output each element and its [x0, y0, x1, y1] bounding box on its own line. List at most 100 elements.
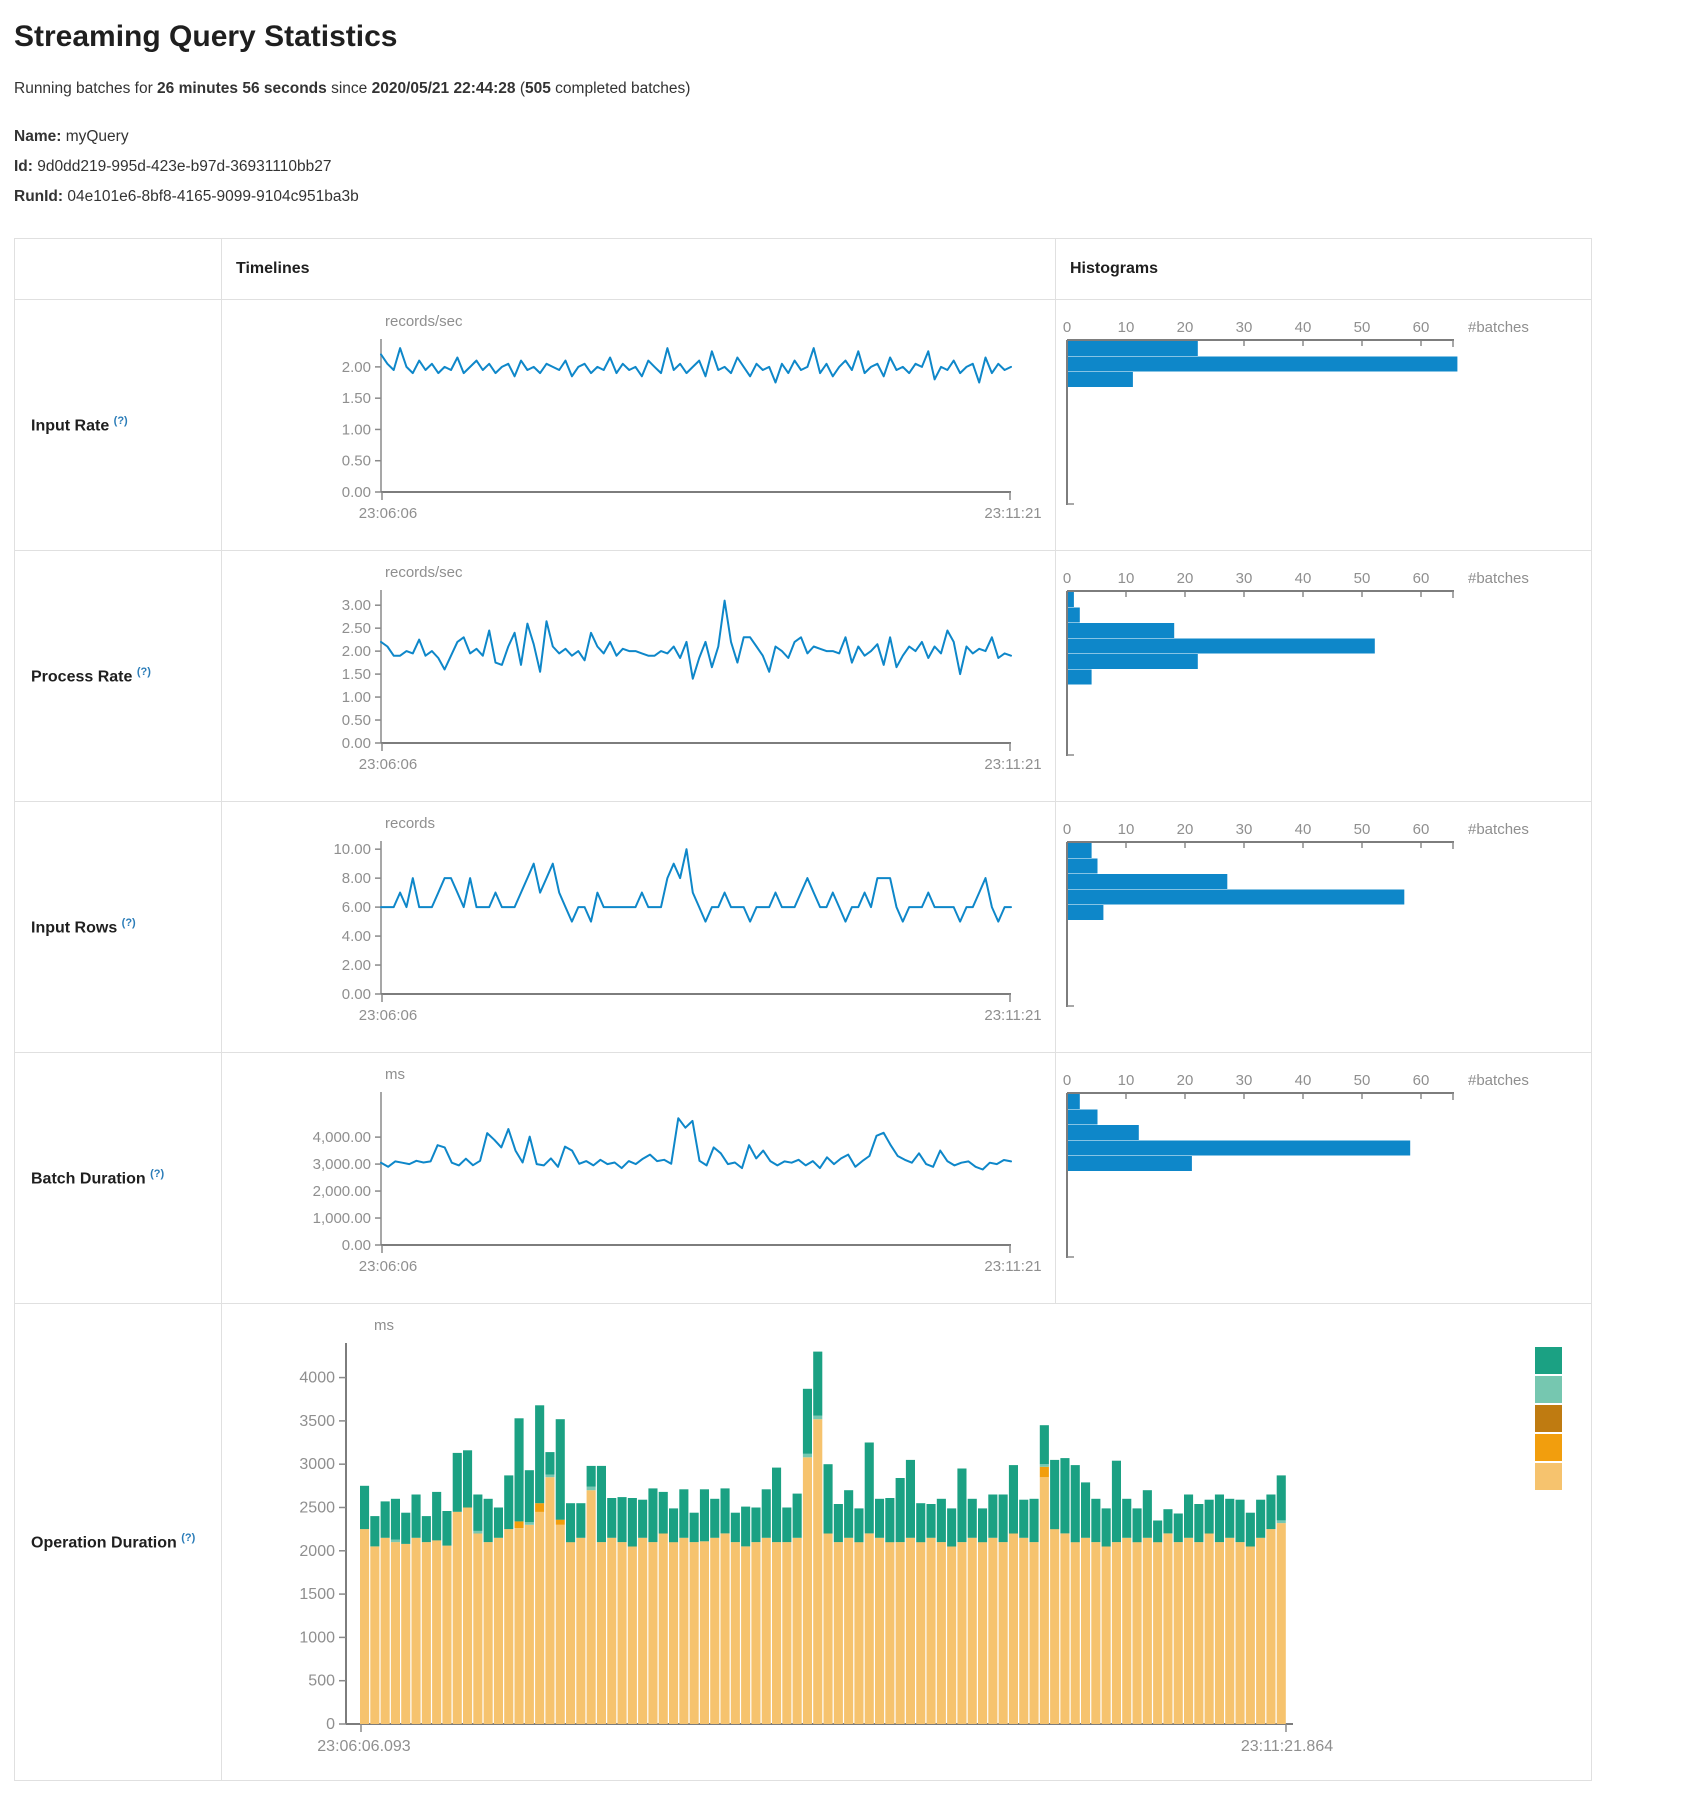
svg-text:ms: ms: [374, 1317, 394, 1334]
query-id-label: Id:: [14, 158, 33, 175]
input-rows-help-icon[interactable]: (?): [121, 916, 136, 929]
svg-text:40: 40: [1295, 319, 1312, 336]
svg-text:0: 0: [1063, 570, 1071, 587]
svg-text:0: 0: [1063, 1072, 1071, 1089]
svg-text:#batches: #batches: [1468, 319, 1529, 336]
svg-text:4,000.00: 4,000.00: [313, 1129, 371, 1146]
svg-text:20: 20: [1177, 821, 1194, 838]
svg-text:0: 0: [1063, 319, 1071, 336]
svg-text:0.50: 0.50: [342, 712, 371, 729]
row-input-rows: Input Rows (?) records 10.00 8.00 6.00 4.00 2…: [14, 801, 1592, 1053]
input-rate-timeline-chart: records/sec 2.00 1.50 1.00 0.50 0.00 23:06:06 2…: [222, 300, 1055, 550]
row-input-rate: Input Rate (?) records/sec 2.00 1.50 1.00 0.…: [14, 299, 1592, 551]
svg-text:2.00: 2.00: [342, 643, 371, 660]
svg-text:23:11:21: 23:11:21: [984, 505, 1041, 522]
summary-paren: (: [515, 80, 525, 97]
timeline-svg: records/sec 3.00 2.50 2.00 1.50 1.00 0.50 0.00 2…: [342, 564, 1042, 773]
timeline-svg: records 10.00 8.00 6.00 4.00 2.00 0.00 23:06:06…: [333, 815, 1041, 1024]
histogram-svg: 0 10 20 30 40 50 60 #batches: [1063, 570, 1529, 756]
svg-text:0.00: 0.00: [342, 735, 371, 752]
svg-text:2500: 2500: [299, 1499, 335, 1516]
input-rate-label-cell: Input Rate (?): [14, 299, 222, 551]
svg-text:30: 30: [1236, 570, 1253, 587]
input-rate-histogram-cell: 0 10 20 30 40 50 60 #batches: [1055, 299, 1592, 551]
svg-text:0: 0: [326, 1716, 335, 1733]
process-rate-label-cell: Process Rate (?): [14, 550, 222, 802]
svg-text:2.00: 2.00: [342, 957, 371, 974]
timeline-svg: ms 4,000.00 3,000.00 2,000.00 1,000.00 0.00 23…: [313, 1066, 1042, 1275]
operation-duration-help-icon[interactable]: (?): [181, 1531, 196, 1544]
batch-duration-histogram-cell: 0 10 20 30 40 50 60 #batches: [1055, 1052, 1592, 1304]
process-rate-histogram-cell: 0 10 20 30 40 50 60 #batches: [1055, 550, 1592, 802]
svg-text:4.00: 4.00: [342, 928, 371, 945]
svg-text:0.00: 0.00: [342, 484, 371, 501]
row-operation-duration: Operation Duration (?) ms 4000 3500 3000 250…: [14, 1303, 1592, 1781]
svg-text:23:06:06: 23:06:06: [359, 1007, 417, 1024]
svg-text:#batches: #batches: [1468, 1072, 1529, 1089]
running-duration: 26 minutes 56 seconds: [157, 80, 327, 97]
svg-text:1000: 1000: [299, 1629, 335, 1646]
statistics-table: Timelines Histograms Input Rate (?) reco…: [14, 238, 1592, 1781]
svg-text:0.50: 0.50: [342, 453, 371, 470]
batch-duration-timeline-cell: ms 4,000.00 3,000.00 2,000.00 1,000.00 0.00 23…: [221, 1052, 1056, 1304]
batch-duration-help-icon[interactable]: (?): [150, 1167, 165, 1180]
svg-text:8.00: 8.00: [342, 870, 371, 887]
query-name-line: Name: myQuery: [14, 122, 1693, 152]
summary-prefix: Running batches for: [14, 80, 158, 97]
svg-text:20: 20: [1177, 319, 1194, 336]
summary-mid: since: [326, 80, 372, 97]
header-row: Timelines Histograms: [14, 238, 1592, 300]
svg-text:2000: 2000: [299, 1543, 335, 1560]
batch-duration-timeline-chart: ms 4,000.00 3,000.00 2,000.00 1,000.00 0.00 23…: [222, 1053, 1055, 1303]
input-rate-label: Input Rate: [31, 417, 110, 435]
svg-text:ms: ms: [385, 1066, 405, 1083]
svg-text:10.00: 10.00: [333, 841, 371, 858]
input-rows-timeline-chart: records 10.00 8.00 6.00 4.00 2.00 0.00 23:06:06…: [222, 802, 1055, 1052]
running-summary: Running batches for 26 minutes 56 second…: [14, 80, 1693, 98]
input-rows-histogram-cell: 0 10 20 30 40 50 60 #batches: [1055, 801, 1592, 1053]
start-timestamp: 2020/05/21 22:44:28: [371, 80, 516, 97]
input-rate-histogram-chart: 0 10 20 30 40 50 60 #batches: [1056, 300, 1591, 550]
svg-text:20: 20: [1177, 1072, 1194, 1089]
legend-swatch-1: [1535, 1376, 1562, 1403]
svg-text:1.00: 1.00: [342, 421, 371, 438]
svg-text:60: 60: [1413, 1072, 1430, 1089]
operation-duration-label: Operation Duration: [31, 1534, 177, 1552]
process-rate-timeline-cell: records/sec 3.00 2.50 2.00 1.50 1.00 0.50 0.00 2…: [221, 550, 1056, 802]
svg-text:4000: 4000: [299, 1370, 335, 1387]
svg-text:2,000.00: 2,000.00: [313, 1183, 371, 1200]
stacked-bar-svg: ms 4000 3500 3000 2500 2000 1500 1000 500 0 23:06:…: [299, 1317, 1562, 1755]
page-title: Streaming Query Statistics: [14, 20, 398, 53]
input-rows-label: Input Rows: [31, 919, 118, 937]
svg-text:1.50: 1.50: [342, 666, 371, 683]
timeline-svg: records/sec 2.00 1.50 1.00 0.50 0.00 23:06:06 2…: [342, 313, 1042, 522]
operation-duration-chart: ms 4000 3500 3000 2500 2000 1500 1000 500 0 23:06:…: [222, 1304, 1591, 1780]
row-batch-duration: Batch Duration (?) ms 4,000.00 3,000.00 2,0…: [14, 1052, 1592, 1304]
svg-text:23:11:21.864: 23:11:21.864: [1241, 1738, 1333, 1755]
input-rows-histogram-chart: 0 10 20 30 40 50 60 #batches: [1056, 802, 1591, 1052]
svg-text:0.00: 0.00: [342, 1237, 371, 1254]
svg-text:23:06:06.093: 23:06:06.093: [317, 1738, 411, 1755]
svg-text:60: 60: [1413, 319, 1430, 336]
input-rate-timeline-cell: records/sec 2.00 1.50 1.00 0.50 0.00 23:06:06 2…: [221, 299, 1056, 551]
svg-text:23:11:21: 23:11:21: [984, 1007, 1041, 1024]
svg-text:3000: 3000: [299, 1456, 335, 1473]
svg-text:500: 500: [308, 1673, 335, 1690]
svg-text:0.00: 0.00: [342, 986, 371, 1003]
legend-swatch-3: [1535, 1434, 1562, 1461]
svg-text:1,000.00: 1,000.00: [313, 1210, 371, 1227]
input-rate-help-icon[interactable]: (?): [113, 414, 128, 427]
process-rate-help-icon[interactable]: (?): [136, 665, 151, 678]
svg-text:3,000.00: 3,000.00: [313, 1156, 371, 1173]
svg-text:40: 40: [1295, 570, 1312, 587]
svg-text:40: 40: [1295, 1072, 1312, 1089]
svg-text:23:11:21: 23:11:21: [984, 756, 1041, 773]
svg-text:10: 10: [1118, 1072, 1135, 1089]
process-rate-timeline-chart: records/sec 3.00 2.50 2.00 1.50 1.00 0.50 0.00 2…: [222, 551, 1055, 801]
svg-text:60: 60: [1413, 570, 1430, 587]
svg-text:1.00: 1.00: [342, 689, 371, 706]
header-histograms: Histograms: [1055, 238, 1592, 300]
svg-text:23:06:06: 23:06:06: [359, 756, 417, 773]
svg-text:6.00: 6.00: [342, 899, 371, 916]
svg-text:2.50: 2.50: [342, 620, 371, 637]
